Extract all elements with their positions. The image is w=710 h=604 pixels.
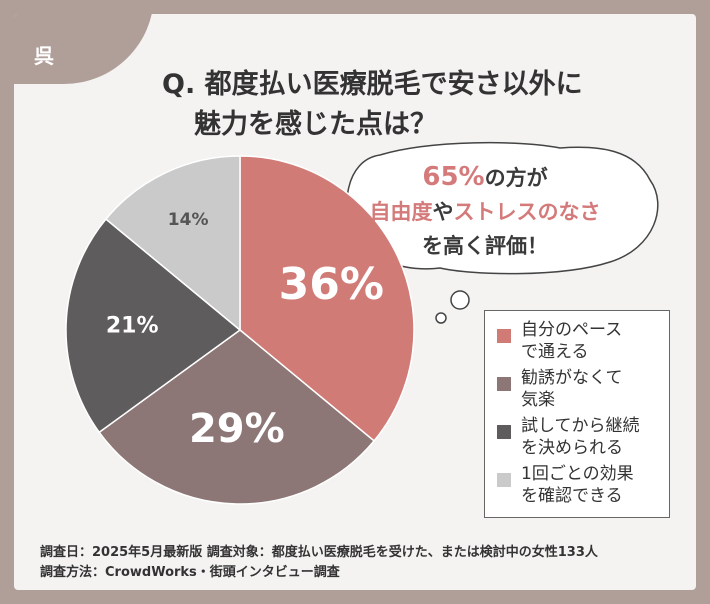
pie-slice xyxy=(65,218,242,434)
callout-emphasis-2: ストレスのなさ xyxy=(453,200,601,224)
legend-label: 1回ごとの効果 を確認できる xyxy=(521,464,634,506)
callout-text-2: や xyxy=(432,200,454,224)
callout-text-1: の方が xyxy=(484,166,548,190)
legend-swatch xyxy=(497,473,511,487)
survey-note-2: 調査方法：CrowdWorks・街頭インタビュー調査 xyxy=(40,565,340,580)
legend-item: 試してから継続 を決められる xyxy=(497,415,661,459)
survey-note-1: 調査日：2025年5月最新版 調査対象：都度払い医療脱毛を受けた、または検討中の… xyxy=(40,545,598,560)
legend-item: 1回ごとの効果 を確認できる xyxy=(497,463,661,507)
legend-label: 自分のペース で通える xyxy=(521,320,623,362)
legend-label: 勧誘がなくて 気楽 xyxy=(521,368,623,410)
legend-item: 勧誘がなくて 気楽 xyxy=(497,367,661,411)
pie-slice xyxy=(239,155,415,442)
legend-label: 試してから継続 を決められる xyxy=(521,416,640,458)
legend-swatch xyxy=(497,329,511,343)
bubble-dot-large xyxy=(450,290,470,310)
page-title: Q. 都度払い医療脱毛で安さ以外に 魅力を感じた点は？ xyxy=(162,65,696,145)
bubble-dot-small xyxy=(435,312,447,324)
legend-item: 自分のペース で通える xyxy=(497,319,661,363)
pie-slice xyxy=(98,329,376,505)
corner-tag: 呉 xyxy=(34,44,55,68)
legend-swatch xyxy=(497,425,511,439)
slice-label: 36% xyxy=(279,259,384,310)
callout-emphasis-1: 自由度 xyxy=(369,200,433,224)
slice-label: 14% xyxy=(168,210,209,230)
title-line-1: Q. 都度払い医療脱毛で安さ以外に xyxy=(162,69,583,100)
callout-text-3: を高く評価！ xyxy=(422,234,548,258)
pie-slice xyxy=(104,155,241,332)
slice-label: 29% xyxy=(189,406,285,452)
callout-percent: 65% xyxy=(422,162,485,192)
chart-legend: 自分のペース で通える 勧誘がなくて 気楽 試してから継続 を決められる 1回ご… xyxy=(484,310,670,518)
title-line-2: 魅力を感じた点は？ xyxy=(194,109,437,140)
callout-text: 65%の方が 自由度やストレスのなさ を高く評価！ xyxy=(355,160,615,263)
slice-label: 21% xyxy=(106,314,159,339)
legend-swatch xyxy=(497,377,511,391)
